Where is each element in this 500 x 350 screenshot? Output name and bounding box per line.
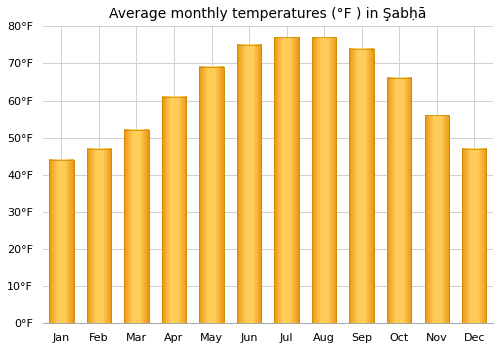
Bar — [49, 160, 74, 323]
Bar — [237, 45, 262, 323]
Bar — [387, 78, 411, 323]
Bar — [350, 49, 374, 323]
Bar — [162, 97, 186, 323]
Bar — [87, 149, 111, 323]
Bar — [200, 67, 224, 323]
Bar — [350, 49, 374, 323]
Bar — [424, 116, 449, 323]
Bar — [387, 78, 411, 323]
Bar — [124, 130, 148, 323]
Bar — [462, 149, 486, 323]
Bar — [237, 45, 262, 323]
Bar — [312, 37, 336, 323]
Bar — [124, 130, 148, 323]
Bar — [87, 149, 111, 323]
Bar — [462, 149, 486, 323]
Bar — [49, 160, 74, 323]
Bar — [200, 67, 224, 323]
Bar — [274, 37, 299, 323]
Bar — [274, 37, 299, 323]
Bar — [312, 37, 336, 323]
Title: Average monthly temperatures (°F ) in Şabḥā: Average monthly temperatures (°F ) in Şa… — [109, 7, 426, 21]
Bar — [162, 97, 186, 323]
Bar — [424, 116, 449, 323]
